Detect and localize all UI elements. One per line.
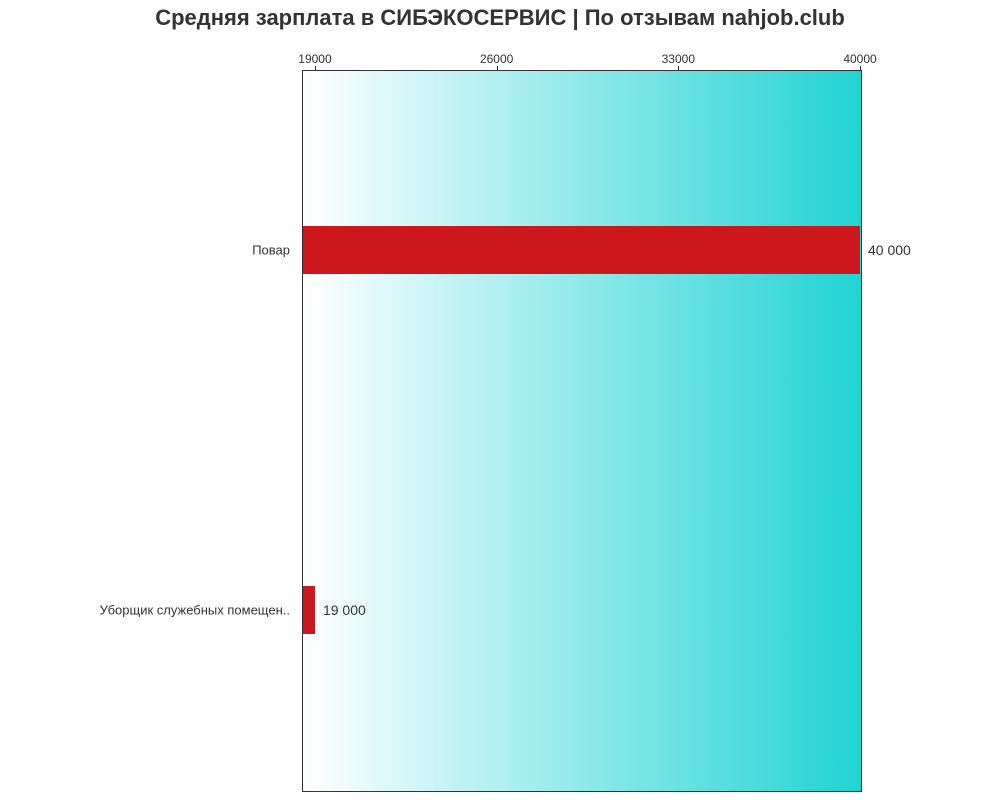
x-tick-label: 26000	[480, 52, 513, 66]
plot-area	[302, 70, 862, 792]
chart-title: Средняя зарплата в СИБЭКОСЕРВИС | По отз…	[0, 5, 1000, 31]
bar	[303, 586, 315, 634]
bar	[303, 226, 860, 274]
category-label: Повар	[0, 243, 290, 258]
chart-container: Средняя зарплата в СИБЭКОСЕРВИС | По отз…	[0, 0, 1000, 800]
x-tick-mark	[497, 66, 498, 70]
x-tick-mark	[678, 66, 679, 70]
x-tick-mark	[315, 66, 316, 70]
value-label: 19 000	[323, 602, 366, 618]
category-label: Уборщик служебных помещен..	[0, 603, 290, 618]
x-tick-label: 19000	[298, 52, 331, 66]
x-tick-label: 33000	[662, 52, 695, 66]
x-tick-mark	[860, 66, 861, 70]
value-label: 40 000	[868, 242, 911, 258]
x-tick-label: 40000	[843, 52, 876, 66]
